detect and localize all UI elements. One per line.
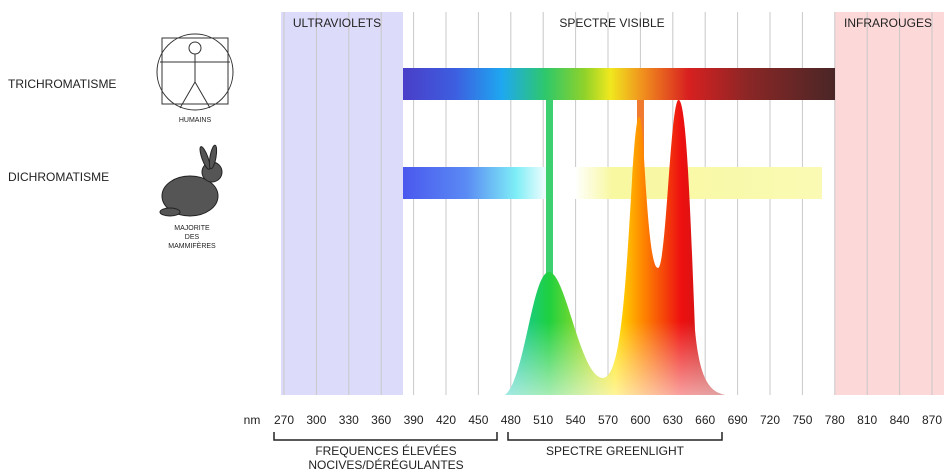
row-label: DICHROMATISME xyxy=(8,170,109,184)
uv-label: ULTRAVIOLETS xyxy=(293,16,381,30)
bracket-label: SPECTRE GREENLIGHT xyxy=(546,444,685,458)
tick-label: 690 xyxy=(728,413,748,427)
tick-label: 780 xyxy=(825,413,845,427)
tick-label: 390 xyxy=(404,413,424,427)
row-label: TRICHROMATISME xyxy=(8,77,116,91)
tick-label: 300 xyxy=(306,413,326,427)
bracket xyxy=(274,432,497,440)
tick-label: 570 xyxy=(598,413,618,427)
tick-label: 870 xyxy=(922,413,942,427)
ir-region xyxy=(835,12,944,395)
infographic: ULTRAVIOLETS SPECTRE VISIBLE INFRAROUGES… xyxy=(0,0,944,472)
dichromat-bar xyxy=(403,167,822,199)
human-icon xyxy=(157,34,233,110)
green-line xyxy=(546,100,553,280)
bracket-label: NOCIVES/DÉRÉGULANTES xyxy=(308,457,463,472)
bracket-label: FREQUENCES ÉLEVÉES xyxy=(315,443,456,458)
tick-label: 600 xyxy=(630,413,650,427)
bracket xyxy=(508,432,722,440)
rabbit-icon xyxy=(160,145,222,216)
tick-label: 720 xyxy=(760,413,780,427)
tick-label: 510 xyxy=(533,413,553,427)
tick-label: 480 xyxy=(501,413,521,427)
icon-caption: DES xyxy=(185,234,200,241)
tick-label: 330 xyxy=(339,413,359,427)
icon-caption: MAJORITE xyxy=(174,225,210,232)
icon-caption: MAMMIFÈRES xyxy=(168,241,216,250)
tick-label: 360 xyxy=(371,413,391,427)
tick-label: 540 xyxy=(566,413,586,427)
spectrum-fade xyxy=(505,100,725,395)
tick-label: 630 xyxy=(663,413,683,427)
icon-caption: HUMAINS xyxy=(179,117,212,124)
trichromat-bar xyxy=(403,68,835,100)
tick-label: 750 xyxy=(792,413,812,427)
axis: 270 300 330 360 390 420 450 480 510 540 570 600 630 6… xyxy=(274,413,942,427)
tick-label: 450 xyxy=(468,413,488,427)
uv-region xyxy=(281,12,403,395)
ir-label: INFRAROUGES xyxy=(844,16,932,30)
tick-label: 840 xyxy=(890,413,910,427)
tick-label: 660 xyxy=(695,413,715,427)
tick-label: 420 xyxy=(436,413,456,427)
tick-label: 810 xyxy=(857,413,877,427)
tick-label: 270 xyxy=(274,413,294,427)
axis-unit: nm xyxy=(244,413,261,427)
visible-label: SPECTRE VISIBLE xyxy=(559,16,664,30)
